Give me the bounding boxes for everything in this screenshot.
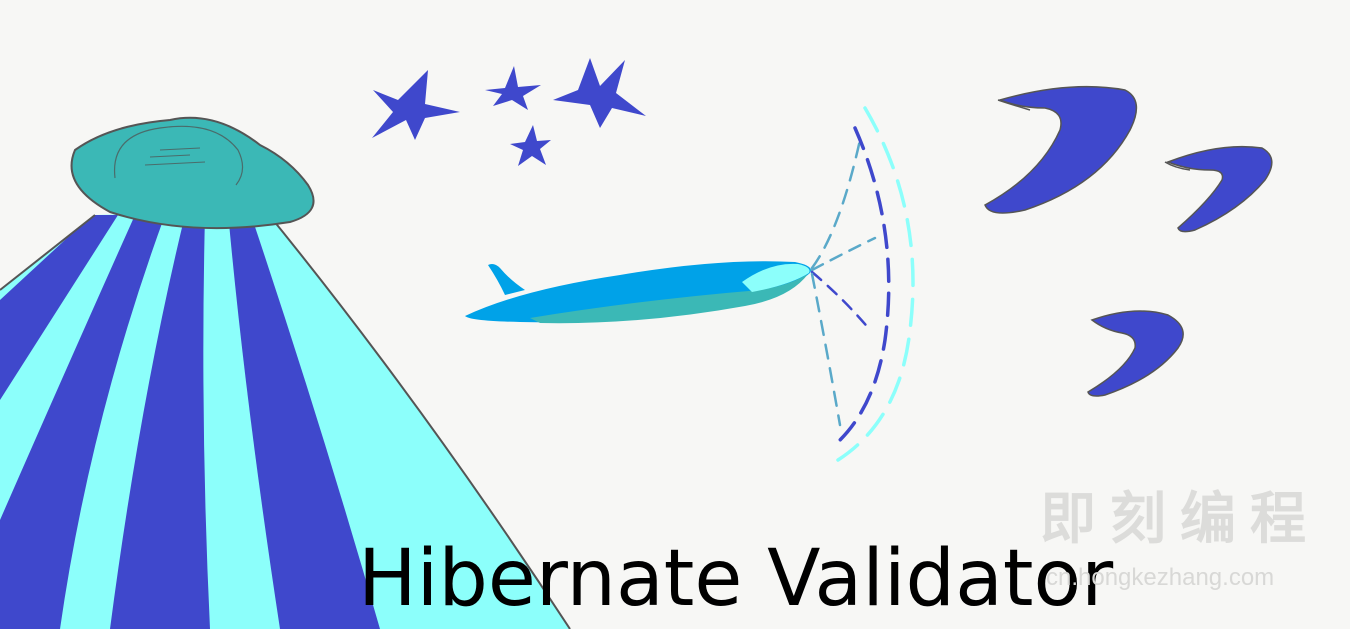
ufo-icon bbox=[70, 116, 315, 230]
page-title: Hibernate Validator bbox=[358, 534, 1114, 624]
watermark-brand: 即刻编程 bbox=[1040, 487, 1320, 552]
boomerang-icon bbox=[984, 85, 1273, 397]
whale-icon bbox=[465, 261, 811, 324]
watermark-url: cn.hongkezhang.com bbox=[1046, 564, 1275, 591]
sonar-waves bbox=[810, 106, 915, 462]
tractor-beam bbox=[0, 209, 571, 629]
star-icon bbox=[372, 58, 646, 166]
